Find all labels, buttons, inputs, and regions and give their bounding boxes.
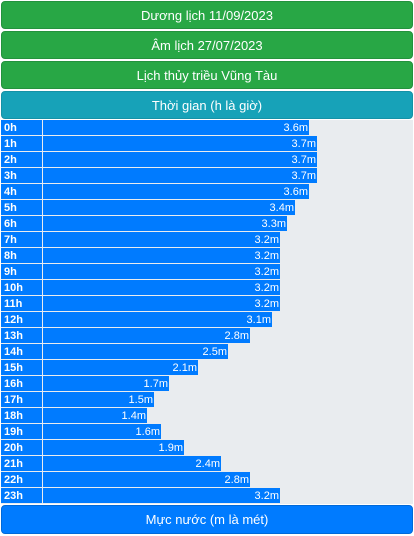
hour-label: 1h [1,136,42,151]
tide-bar [43,296,280,311]
hour-label: 4h [1,184,42,199]
hour-label: 14h [1,344,42,359]
hour-label: 21h [1,456,42,471]
hour-label: 23h [1,488,42,503]
tide-bar [43,264,280,279]
tide-value-label: 1.7m [143,377,168,390]
hour-label: 18h [1,408,42,423]
tide-value-label: 1.6m [135,425,160,438]
hour-label: 15h [1,360,42,375]
hour-label: 9h [1,264,42,279]
hour-label: 3h [1,168,42,183]
tide-value-label: 3.3m [261,217,286,230]
tide-value-label: 3.4m [269,201,294,214]
tide-value-label: 3.2m [254,249,279,262]
tide-bar [43,136,317,151]
tide-bar [43,184,309,199]
tide-value-label: 2.8m [224,329,249,342]
tide-value-label: 3.7m [291,137,316,150]
tide-value-label: 3.7m [291,153,316,166]
tide-bar [43,312,272,327]
tide-bar [43,472,250,487]
hour-label: 7h [1,232,42,247]
hour-label: 20h [1,440,42,455]
tide-bar [43,376,169,391]
tide-bar [43,200,295,215]
lunar-date-header: Âm lịch 27/07/2023 [1,31,413,59]
tide-bar [43,248,280,263]
tide-value-label: 3.2m [254,265,279,278]
tide-bar [43,392,154,407]
tide-value-label: 2.1m [172,361,197,374]
tide-value-label: 1.9m [158,441,183,454]
water-level-axis-label: Mực nước (m là mét) [1,505,413,534]
tide-bar [43,344,228,359]
hour-label: 16h [1,376,42,391]
tide-bar [43,152,317,167]
hour-label: 0h [1,120,42,135]
solar-date-header: Dương lịch 11/09/2023 [1,1,413,29]
tide-value-label: 2.8m [224,473,249,486]
tide-bar [43,168,317,183]
tide-value-label: 3.6m [283,185,308,198]
tide-bar [43,408,147,423]
tide-bar [43,216,287,231]
hour-label: 5h [1,200,42,215]
tide-bar [43,120,309,135]
tide-value-label: 3.1m [246,313,271,326]
hour-label: 22h [1,472,42,487]
tide-bar [43,456,221,471]
tide-value-label: 1.5m [128,393,153,406]
tide-value-label: 1.4m [121,409,146,422]
tide-value-label: 3.2m [254,281,279,294]
hour-label: 8h [1,248,42,263]
hour-label: 17h [1,392,42,407]
tide-value-label: 3.2m [254,297,279,310]
tide-chart: 0h 3.6m 1h 3.7m 2h 3.7m 3h 3.7m 4h 3.6m 5h 3.4m 6h 3.… [1,120,413,504]
tide-bar [43,440,184,455]
hour-label: 12h [1,312,42,327]
tide-bar [43,488,280,503]
tide-bar [43,360,198,375]
hour-label: 6h [1,216,42,231]
tide-value-label: 3.7m [291,169,316,182]
tide-bar [43,328,250,343]
tide-bar [43,424,161,439]
hour-label: 19h [1,424,42,439]
tide-title-header: Lịch thủy triều Vũng Tàu [1,61,413,89]
hour-label: 11h [1,296,42,311]
tide-value-label: 3.2m [254,489,279,502]
tide-value-label: 3.6m [283,121,308,134]
tide-bar [43,280,280,295]
tide-bar [43,232,280,247]
time-axis-label: Thời gian (h là giờ) [1,91,413,119]
hour-label: 10h [1,280,42,295]
hour-label: 13h [1,328,42,343]
tide-value-label: 2.5m [202,345,227,358]
hour-label: 2h [1,152,42,167]
tide-value-label: 2.4m [195,457,220,470]
tide-value-label: 3.2m [254,233,279,246]
